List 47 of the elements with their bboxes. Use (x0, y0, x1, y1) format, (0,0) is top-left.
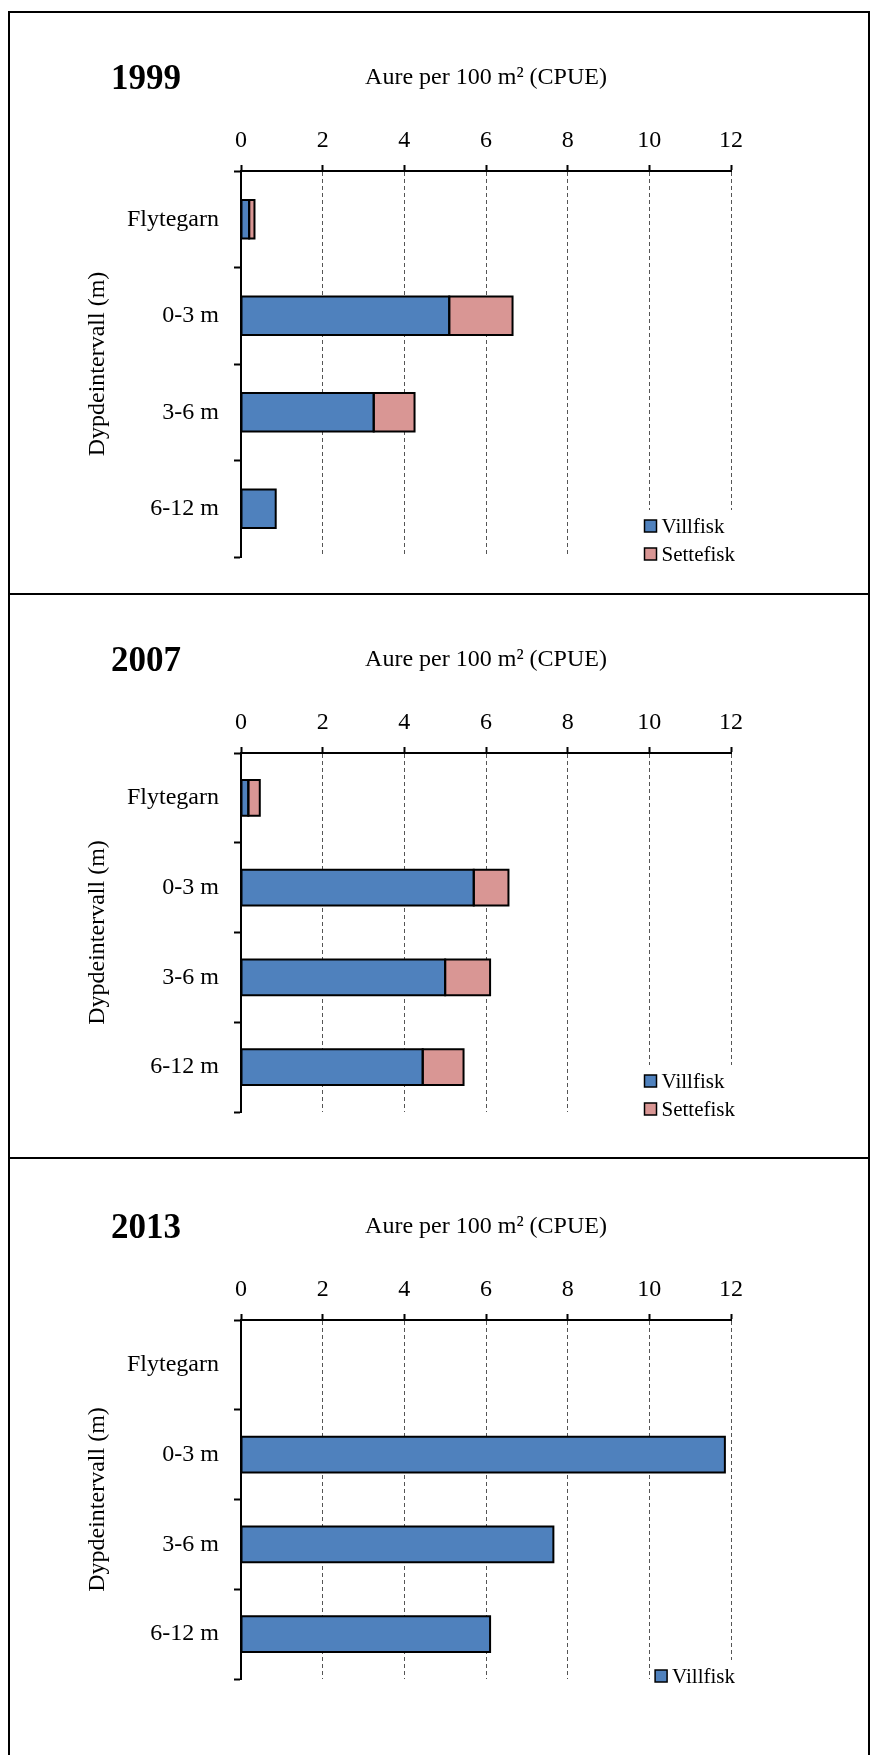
x-tick-label: 2 (316, 1274, 329, 1301)
legend-label: Settefisk (661, 1096, 736, 1121)
y-axis-title: Dypdeintervall (m) (82, 271, 109, 457)
x-tick-label: 0 (235, 125, 247, 152)
x-tick-label: 10 (637, 125, 662, 152)
y-tick-label: 3-6 m (162, 1529, 220, 1556)
x-tick-label: 4 (398, 125, 411, 152)
legend-label: Villfisk (661, 1068, 725, 1093)
x-axis-title: Aure per 100 m² (CPUE) (365, 1211, 607, 1238)
x-tick-label: 0 (235, 707, 247, 734)
x-tick-label: 8 (561, 707, 574, 734)
y-tick-label: 3-6 m (162, 397, 220, 424)
x-tick-label: 12 (719, 707, 743, 734)
y-tick-label: 6-12 m (150, 1052, 220, 1079)
y-tick-label: Flytegarn (127, 783, 219, 810)
y-tick-label: 6-12 m (150, 494, 220, 521)
y-tick-label: 0-3 m (162, 872, 220, 899)
chart-title: 1999 (111, 58, 181, 98)
x-tick-label: 8 (561, 125, 574, 152)
x-tick-label: 10 (637, 1274, 662, 1301)
y-tick-label: 3-6 m (162, 962, 220, 989)
legend-label: Settefisk (661, 541, 736, 566)
x-tick-label: 12 (719, 125, 743, 152)
x-axis-title: Aure per 100 m² (CPUE) (365, 62, 607, 89)
y-axis-title: Dypdeintervall (m) (82, 840, 109, 1025)
x-tick-label: 12 (719, 1274, 743, 1301)
y-tick-label: 6-12 m (150, 1619, 220, 1646)
x-tick-label: 0 (235, 1274, 247, 1301)
chart-title: 2013 (111, 1207, 181, 1247)
x-tick-label: 6 (480, 707, 492, 734)
x-tick-label: 10 (637, 707, 662, 734)
x-tick-label: 2 (316, 707, 329, 734)
x-tick-label: 4 (398, 707, 411, 734)
legend-label: Villfisk (661, 513, 725, 538)
x-axis-title: Aure per 100 m² (CPUE) (365, 644, 607, 671)
x-tick-label: 4 (398, 1274, 411, 1301)
y-tick-label: 0-3 m (162, 1439, 220, 1466)
y-tick-label: 0-3 m (162, 301, 220, 328)
legend-label: Villfisk (672, 1663, 736, 1688)
y-tick-label: Flytegarn (127, 204, 219, 231)
y-axis-title: Dypdeintervall (m) (82, 1407, 109, 1592)
x-tick-label: 8 (561, 1274, 574, 1301)
x-tick-label: 2 (316, 125, 329, 152)
x-tick-label: 6 (480, 125, 492, 152)
chart-title: 2007 (111, 640, 181, 680)
y-tick-label: Flytegarn (127, 1350, 219, 1377)
x-tick-label: 6 (480, 1274, 492, 1301)
